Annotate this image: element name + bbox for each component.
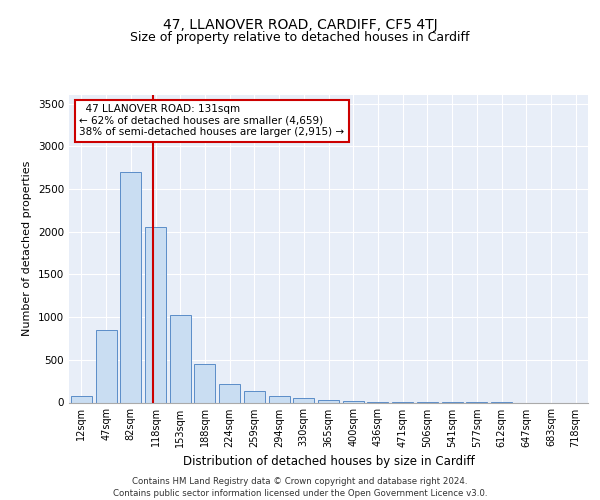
Bar [71,396,92,402]
Bar [244,391,265,402]
Bar [269,396,290,402]
Bar [95,330,116,402]
Text: Size of property relative to detached houses in Cardiff: Size of property relative to detached ho… [130,31,470,44]
Text: 47 LLANOVER ROAD: 131sqm  
← 62% of detached houses are smaller (4,659)
38% of s: 47 LLANOVER ROAD: 131sqm ← 62% of detach… [79,104,344,138]
Text: Contains HM Land Registry data © Crown copyright and database right 2024.
Contai: Contains HM Land Registry data © Crown c… [113,476,487,498]
Bar [293,398,314,402]
X-axis label: Distribution of detached houses by size in Cardiff: Distribution of detached houses by size … [182,455,475,468]
Bar [343,401,364,402]
Bar [145,228,166,402]
Bar [120,172,141,402]
Bar [194,364,215,403]
Text: 47, LLANOVER ROAD, CARDIFF, CF5 4TJ: 47, LLANOVER ROAD, CARDIFF, CF5 4TJ [163,18,437,32]
Bar [318,400,339,402]
Y-axis label: Number of detached properties: Number of detached properties [22,161,32,336]
Bar [170,316,191,402]
Bar [219,384,240,402]
